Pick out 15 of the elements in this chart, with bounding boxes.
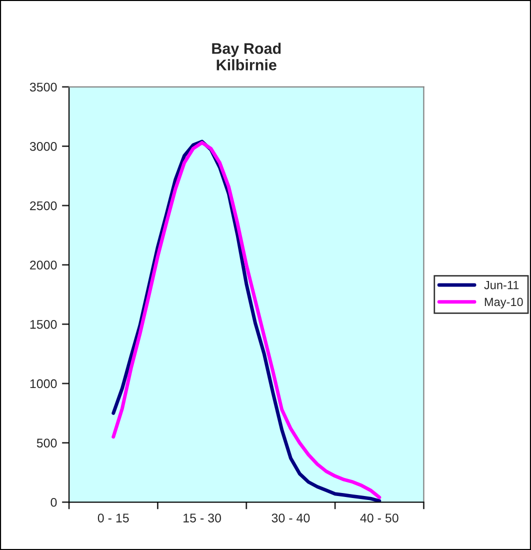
y-tick-label: 1500 bbox=[30, 320, 57, 329]
y-tick-label: 1000 bbox=[30, 379, 57, 388]
legend-label: Jun-11 bbox=[484, 281, 519, 290]
y-tick-label: 2000 bbox=[30, 260, 57, 270]
legend-label: May-10 bbox=[484, 298, 523, 308]
x-tick-label: 40 - 50 bbox=[360, 514, 398, 522]
y-tick-label: 3500 bbox=[30, 82, 57, 92]
y-tick-label: 0 bbox=[50, 498, 57, 507]
y-tick-label: 3000 bbox=[30, 142, 57, 151]
x-tick-label: 30 - 40 bbox=[272, 514, 310, 522]
chart-title: Bay Road Kilbirnie bbox=[212, 42, 281, 70]
x-tick-label: 15 - 30 bbox=[184, 514, 222, 522]
y-tick-label: 500 bbox=[36, 438, 57, 448]
x-tick-label: 0 - 15 bbox=[98, 514, 129, 522]
y-tick-label: 2500 bbox=[30, 201, 57, 210]
